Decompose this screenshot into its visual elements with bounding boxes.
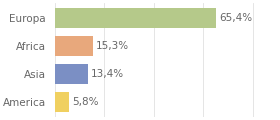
Text: 13,4%: 13,4% [91,69,124,79]
Text: 65,4%: 65,4% [220,13,253,23]
Bar [55,92,69,112]
Bar [55,36,93,56]
Bar [55,8,216,28]
Text: 5,8%: 5,8% [72,97,99,107]
Bar [55,64,88,84]
Text: 15,3%: 15,3% [96,41,129,51]
